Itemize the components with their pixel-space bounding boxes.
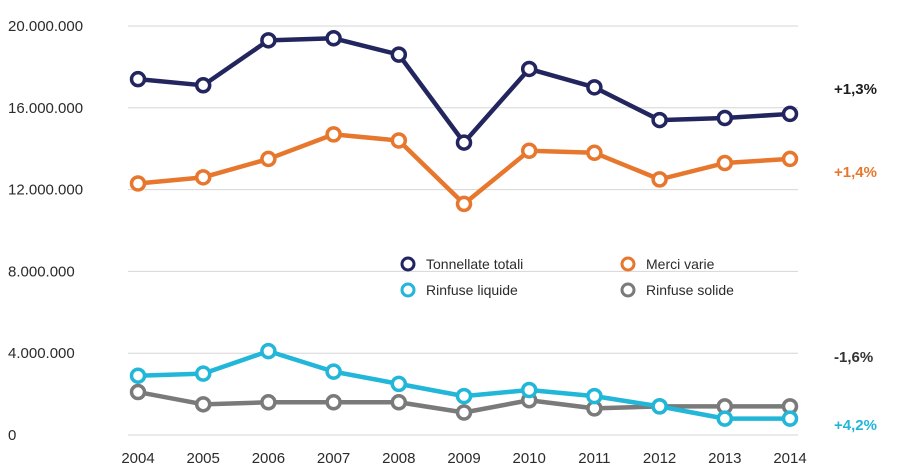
x-tick-label: 2014: [773, 450, 806, 467]
data-point: [455, 404, 473, 421]
data-point: [325, 363, 342, 380]
legend: Tonnellate totali Merci varie Rinfuse liqu…: [400, 256, 734, 298]
data-point: [586, 144, 603, 162]
data-point: [651, 398, 668, 415]
x-tick-label: 2004: [121, 450, 154, 467]
data-point: [390, 46, 408, 63]
data-point: [194, 169, 212, 186]
series-line: [135, 36, 793, 145]
x-tick-label: 2006: [252, 450, 285, 467]
y-tick-label: 20.000.000: [8, 18, 83, 35]
y-tick-label: 12.000.000: [8, 182, 83, 199]
data-point: [194, 77, 212, 94]
change-label: +4,2%: [834, 417, 877, 434]
data-point: [586, 387, 603, 405]
x-tick-label: 2005: [187, 450, 220, 467]
x-tick-label: 2013: [708, 450, 741, 467]
data-point: [651, 111, 668, 129]
x-tick-label: 2007: [317, 450, 350, 467]
data-point: [129, 367, 147, 384]
change-labels: +1,3% +1,4% +4,2% -1,6%: [834, 81, 877, 434]
data-point: [781, 105, 799, 123]
data-point: [260, 342, 277, 360]
data-point: [129, 383, 147, 401]
legend-label: Rinfuse solide: [646, 282, 734, 298]
data-point: [260, 32, 277, 49]
data-point: [781, 150, 799, 168]
data-point: [390, 394, 408, 411]
change-label: -1,6%: [834, 349, 873, 366]
x-tick-label: 2012: [643, 450, 676, 467]
y-tick-label: 8.000.000: [8, 263, 75, 280]
legend-label: Merci varie: [646, 256, 715, 272]
legend-label: Rinfuse liquide: [426, 282, 518, 298]
data-point: [781, 410, 799, 427]
data-point: [129, 70, 147, 88]
grid-lines: [128, 25, 798, 436]
legend-label: Tonnellate totali: [426, 256, 523, 272]
x-tick-label: 2008: [382, 450, 415, 467]
data-point: [194, 365, 212, 382]
y-tick-label: 4.000.000: [8, 345, 75, 362]
x-tick-label: 2009: [447, 450, 480, 467]
data-point: [520, 381, 538, 399]
legend-marker: [400, 256, 416, 272]
data-point: [325, 126, 342, 143]
data-point: [325, 30, 342, 47]
legend-marker: [620, 282, 636, 298]
data-point: [325, 394, 342, 411]
data-point: [260, 150, 277, 168]
data-point: [194, 396, 212, 413]
data-point: [260, 394, 277, 411]
legend-marker: [620, 256, 636, 272]
y-tick-label: 0: [8, 427, 16, 444]
data-point: [455, 134, 473, 151]
x-axis-ticks: 2004 2005 2006 2007 2008 2009 2010 2011 2012 2013…: [121, 450, 806, 467]
data-point: [455, 387, 473, 405]
data-point: [586, 79, 603, 96]
data-point: [716, 410, 734, 427]
data-point: [651, 171, 668, 188]
x-tick-label: 2010: [513, 450, 546, 467]
y-axis-ticks: 0 4.000.000 8.000.000 12.000.000 16.000.000 2…: [8, 18, 83, 444]
change-label: +1,3%: [834, 81, 877, 98]
x-tick-label: 2011: [578, 450, 610, 467]
data-point: [520, 60, 538, 78]
series-lines: [129, 30, 799, 427]
y-tick-label: 16.000.000: [8, 100, 83, 117]
data-point: [716, 109, 734, 127]
data-point: [129, 175, 147, 192]
data-point: [520, 142, 538, 159]
data-point: [455, 195, 473, 213]
data-point: [390, 375, 408, 393]
change-label: +1,4%: [834, 164, 877, 181]
data-point: [390, 132, 408, 149]
legend-marker: [400, 282, 416, 298]
data-point: [716, 154, 734, 172]
